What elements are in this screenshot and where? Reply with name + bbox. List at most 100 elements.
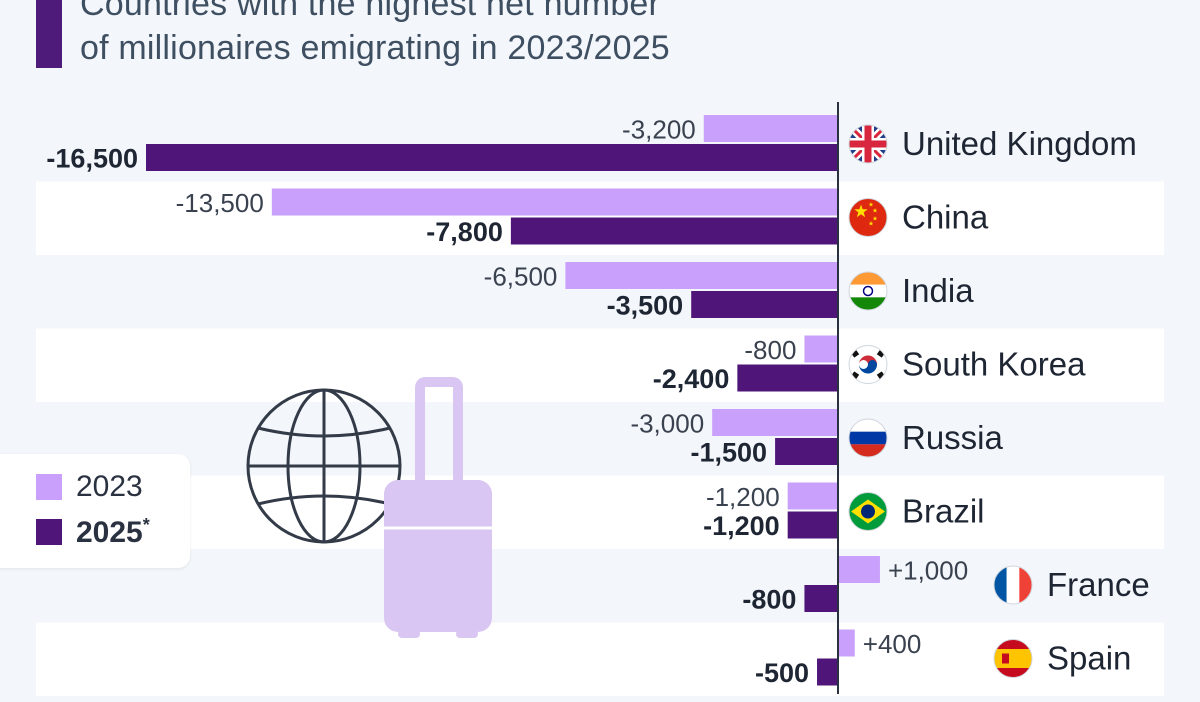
legend-asterisk: * [142, 514, 150, 535]
category-label: South Korea [902, 346, 1086, 383]
bar-2023-2 [565, 262, 838, 289]
data-label: +400 [863, 629, 922, 659]
flag-part [1006, 566, 1020, 604]
china-flag-icon [848, 198, 888, 237]
title-line-2: of millionaires emigrating in 2023/2025 [80, 29, 670, 67]
data-label: -3,200 [622, 115, 696, 145]
globe-parallel-north [257, 426, 391, 438]
flag-part [849, 284, 887, 298]
spain-flag-icon [993, 639, 1033, 678]
bar-2023-3 [804, 335, 838, 363]
flag-part [1002, 653, 1009, 664]
flag-part [861, 504, 875, 519]
data-label: -800 [742, 585, 796, 615]
bar-2023-0 [703, 115, 838, 142]
bar-2025-3 [737, 364, 838, 392]
legend-item-2023: 2023 [36, 470, 143, 503]
flag-star [872, 216, 878, 221]
category-label: United Kingdom [902, 125, 1137, 162]
flag-border [848, 271, 888, 311]
flag-border [993, 639, 1033, 678]
brazil-flag-icon [848, 492, 888, 531]
flag-part [849, 431, 887, 445]
suitcase-wheel-right [456, 630, 478, 638]
flag-border [848, 124, 888, 164]
flag-part [849, 297, 887, 310]
data-label: -500 [755, 658, 809, 688]
flag-part [849, 444, 887, 457]
legend-item-2025: 2025* [36, 515, 150, 550]
south-korea-flag-icon [848, 345, 888, 384]
flag-fill [849, 345, 887, 384]
suitcase-body [384, 480, 492, 632]
legend: 2023 2025* [0, 454, 190, 568]
bar-2023-6 [838, 556, 880, 583]
bar-2025-5 [787, 511, 838, 539]
bar-2025-4 [775, 438, 838, 465]
legend-label-2025-text: 2025 [76, 515, 143, 549]
category-label: India [902, 272, 974, 309]
flag-part [862, 285, 874, 297]
bar-2025-2 [691, 291, 838, 318]
suitcase-handle [415, 377, 463, 484]
globe-parallel-south [257, 494, 391, 506]
legend-label-2025: 2025* [76, 515, 150, 550]
legend-swatch-2025 [36, 519, 62, 545]
flag-star [868, 202, 874, 207]
flag-border [993, 565, 1033, 605]
title-accent-bar [36, 0, 62, 68]
uk-flag-icon [848, 124, 888, 164]
data-label: -7,800 [426, 217, 503, 247]
france-flag-icon [993, 565, 1033, 605]
legend-label-2023: 2023 [76, 470, 143, 503]
flag-border [848, 418, 888, 458]
india-flag-icon [848, 271, 888, 311]
bar-2025-1 [510, 217, 838, 245]
row-band [36, 622, 1164, 696]
flag-part [849, 198, 887, 237]
data-label: -2,400 [653, 364, 730, 394]
flag-fill [994, 566, 1032, 604]
row-band [36, 475, 1164, 549]
flag-fill [994, 639, 1032, 678]
flag-part [849, 140, 887, 148]
category-label: Russia [902, 419, 1004, 456]
flag-fill [849, 419, 887, 457]
data-label: -3,500 [607, 291, 684, 321]
data-label: -1,500 [691, 438, 768, 468]
bar-2023-1 [271, 188, 838, 216]
data-label: -6,500 [484, 262, 558, 292]
flag-star [868, 221, 874, 226]
flag-part [994, 566, 1007, 604]
data-label: -13,500 [176, 188, 264, 218]
flag-part [859, 360, 877, 374]
flag-border [848, 345, 888, 384]
flag-fill [849, 492, 887, 531]
flag-border [848, 198, 888, 237]
russia-flag-icon [848, 418, 888, 458]
flag-fill [849, 125, 887, 163]
flag-part [994, 649, 1032, 668]
category-label: France [1047, 566, 1150, 603]
legend-swatch-2023 [36, 474, 62, 500]
data-label: -1,200 [706, 482, 780, 512]
category-label: China [902, 199, 989, 236]
suitcase-icon [384, 377, 492, 638]
flag-border [848, 492, 888, 531]
data-label: -1,200 [703, 511, 780, 541]
bar-2023-5 [787, 482, 838, 510]
flag-star [872, 208, 878, 213]
globe-icon [246, 388, 402, 544]
flag-part [849, 272, 887, 285]
data-label: -800 [744, 335, 796, 365]
data-label: +1,000 [888, 556, 968, 586]
flag-star [854, 204, 868, 218]
bar-2025-6 [804, 585, 838, 612]
category-label: Brazil [902, 493, 985, 530]
flag-fill [849, 272, 887, 310]
data-label: -16,500 [46, 144, 138, 174]
bar-2023-7 [838, 629, 855, 657]
row-band [36, 328, 1164, 402]
bar-2025-7 [817, 658, 838, 686]
